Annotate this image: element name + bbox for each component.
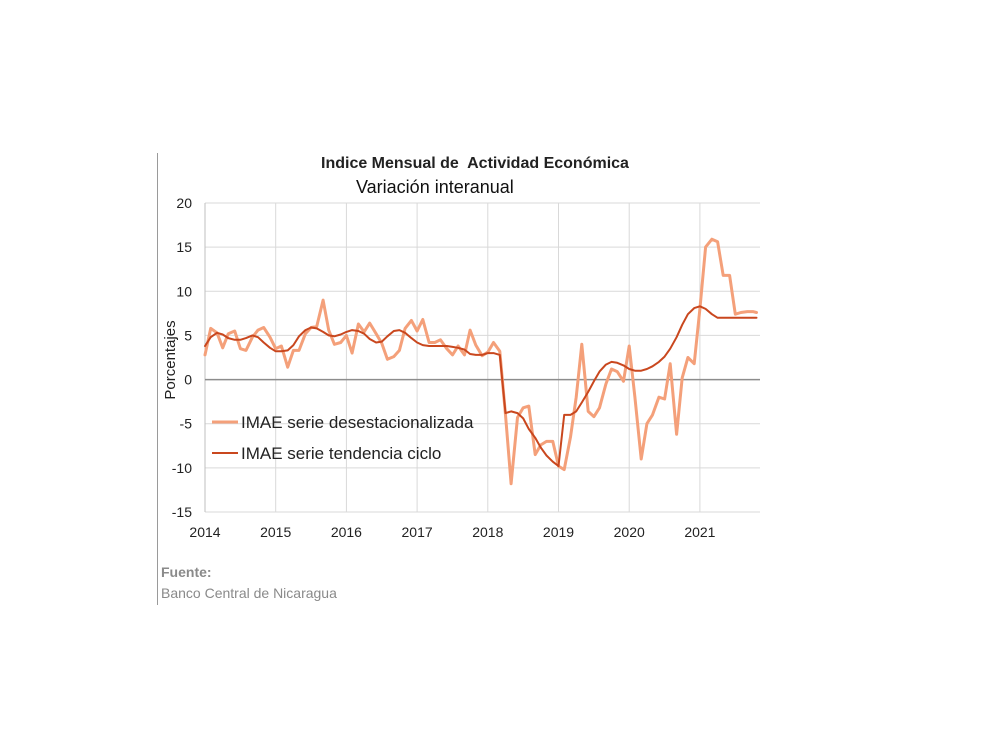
gridlines	[204, 202, 760, 513]
x-tick-label: 2018	[472, 524, 503, 540]
y-tick-label: 20	[176, 195, 192, 211]
x-tick-label: 2014	[189, 524, 220, 540]
series-lines	[203, 237, 758, 486]
x-tick-label: 2017	[402, 524, 433, 540]
chart-subtitle: Variación interanual	[356, 177, 514, 197]
y-tick-label: 5	[184, 327, 192, 343]
y-tick-label: 0	[184, 372, 192, 388]
y-tick-label: 10	[176, 283, 192, 299]
x-tick-label: 2020	[614, 524, 645, 540]
y-tick-label: -15	[172, 504, 192, 520]
axes: -15 -10 -5 0 5 10 15 20 2014 2015 2016 2017 2018 2019…	[172, 195, 760, 540]
y-tick-label: -5	[180, 416, 193, 432]
legend: IMAE serie desestacionalizada IMAE serie …	[212, 413, 474, 463]
source-text: Banco Central de Nicaragua	[161, 585, 337, 601]
x-tick-label: 2016	[331, 524, 362, 540]
source-label: Fuente:	[161, 564, 212, 580]
y-tick-label: 15	[176, 239, 192, 255]
y-tick-label: -10	[172, 460, 192, 476]
x-tick-label: 2021	[684, 524, 715, 540]
legend-label: IMAE serie desestacionalizada	[241, 413, 474, 432]
y-axis-label: Porcentajes	[162, 320, 179, 399]
x-tick-label: 2015	[260, 524, 291, 540]
left-border-rule	[157, 153, 158, 605]
x-tick-label: 2019	[543, 524, 574, 540]
legend-label: IMAE serie tendencia ciclo	[241, 444, 441, 463]
series-line-tendencia-ciclo	[204, 305, 758, 468]
chart-title: Indice Mensual de Actividad Económica	[321, 155, 629, 172]
